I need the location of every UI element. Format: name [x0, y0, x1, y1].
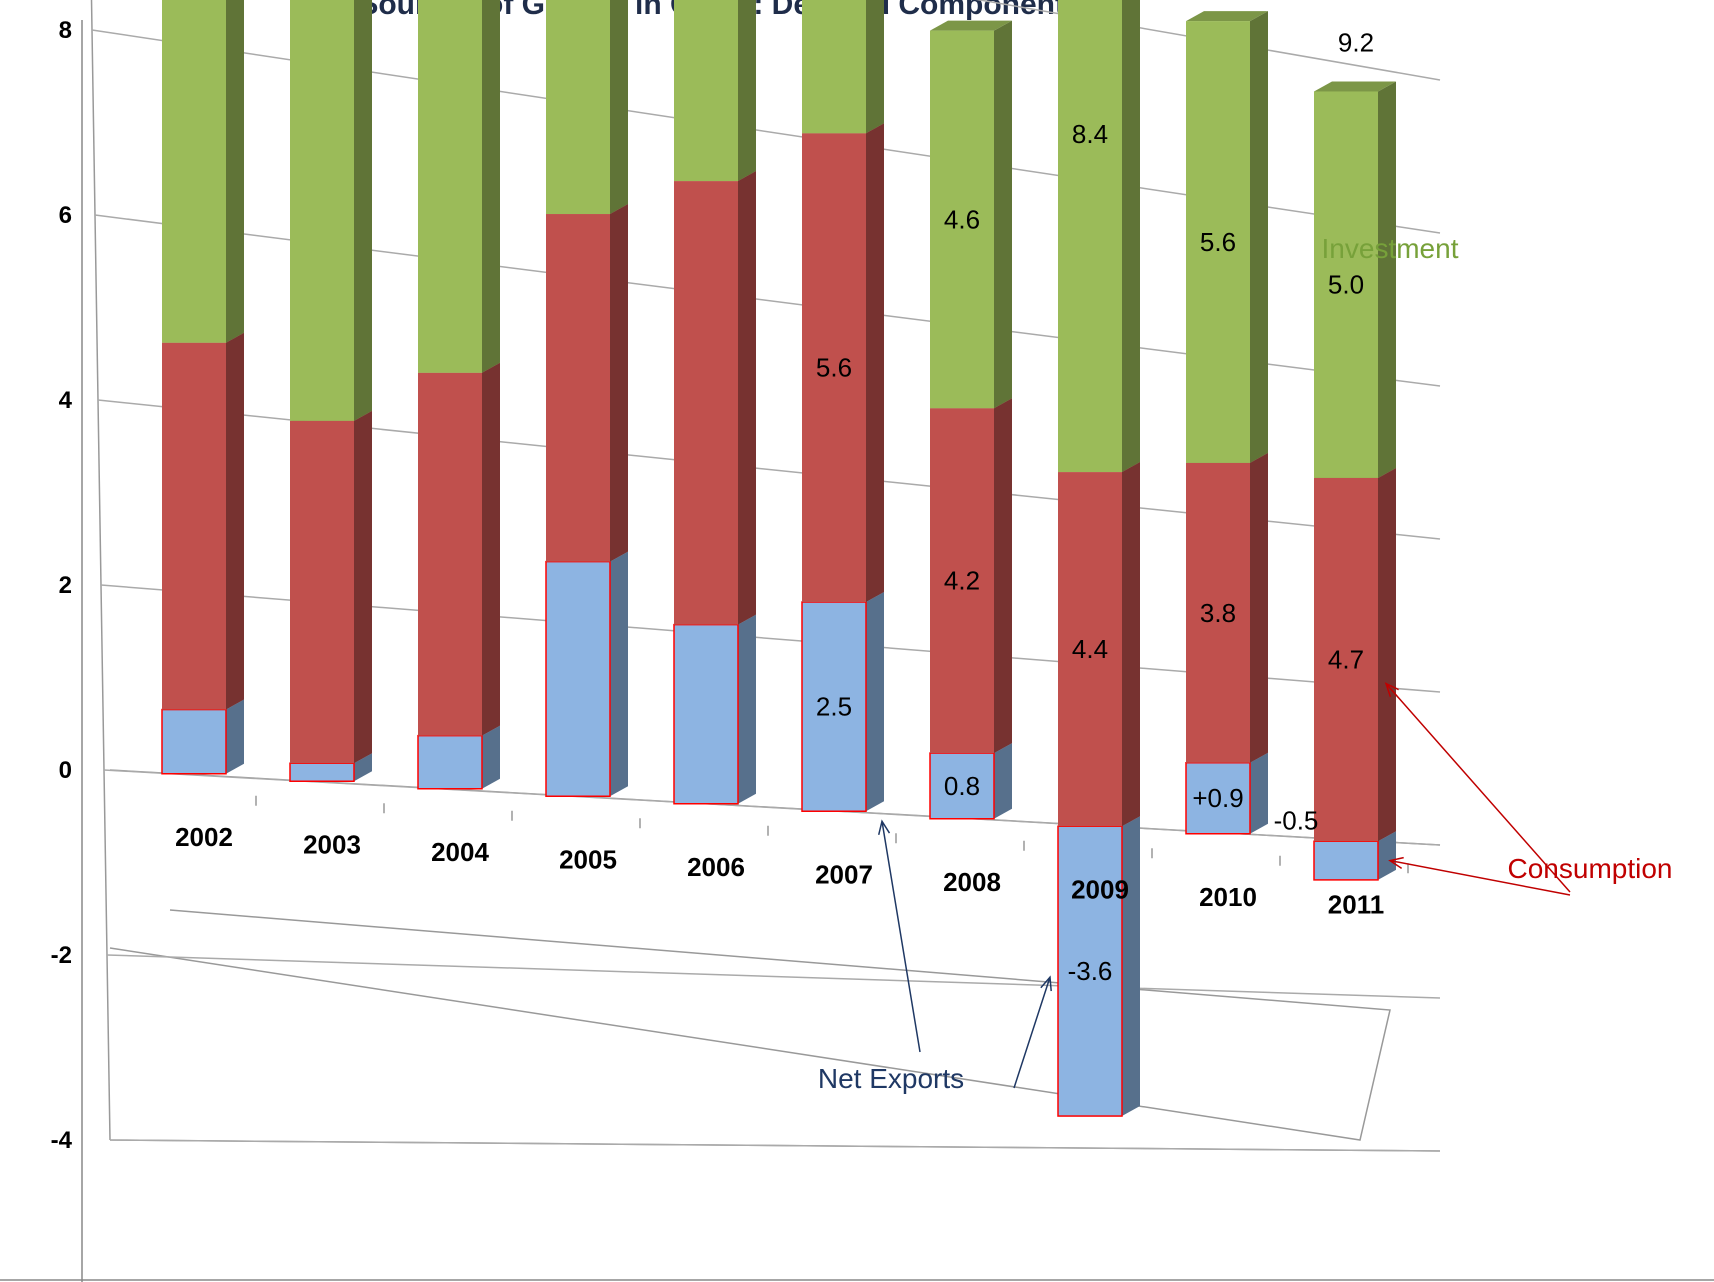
consumption-arrow	[1384, 682, 1571, 893]
net-exports-arrow	[1013, 975, 1052, 1089]
segment-label: 8.4	[1072, 119, 1108, 149]
bar-segment	[162, 0, 244, 343]
segment-label: +0.9	[1192, 783, 1243, 813]
total-label: 9.2	[1338, 27, 1374, 57]
bar-segment	[546, 0, 628, 215]
gridline	[106, 954, 1441, 999]
bars	[161, 0, 1396, 1117]
y-tick-label: 6	[59, 202, 72, 229]
y-tick-label: 4	[59, 387, 73, 414]
y-tick-label: -2	[51, 942, 72, 969]
bar-segment	[1186, 11, 1268, 463]
bar-segment	[546, 204, 628, 562]
bar-segment	[290, 0, 372, 421]
bar-segment	[802, 123, 884, 602]
segment-label: 5.0	[1328, 270, 1364, 300]
bar-segment	[1314, 467, 1396, 842]
x-tick-label: 2002	[175, 822, 233, 852]
annotations: Investment Consumption Net Exports	[818, 233, 1673, 1094]
segment-label: 0.8	[944, 771, 980, 801]
net-exports-annotation: Net Exports	[818, 1063, 964, 1094]
bar-segment	[673, 614, 756, 805]
x-tick-label: 2009	[1071, 874, 1129, 904]
consumption-annotation: Consumption	[1508, 853, 1673, 884]
x-tick-label: 2005	[559, 844, 617, 874]
x-tick-label: 2010	[1199, 882, 1257, 912]
bar-segment	[1057, 816, 1140, 1117]
bar-segment	[930, 20, 1012, 409]
y-axis-ticks: -4-20246810121416	[51, 17, 73, 1154]
segment-label: -0.5	[1274, 805, 1319, 835]
bar-segment	[802, 0, 884, 134]
bar-segment	[161, 699, 244, 775]
segment-label: 4.4	[1072, 634, 1108, 664]
bar-segment	[674, 171, 756, 625]
segment-label: 4.2	[944, 566, 980, 596]
x-tick-label: 2006	[687, 852, 745, 882]
bar-segment	[290, 410, 372, 764]
total-labels: 9.11010.111.312.714.29.69.210.39.2	[1338, 27, 1374, 57]
y-tick-label: 0	[59, 757, 72, 784]
segment-label: 3.8	[1200, 598, 1236, 628]
bar-segment	[674, 0, 756, 182]
x-tick-label: 2011	[1328, 889, 1384, 919]
x-tick-label: 2008	[943, 867, 1001, 897]
bar-segment	[929, 743, 1012, 820]
bar-segment	[418, 362, 500, 736]
investment-annotation: Investment	[1322, 233, 1459, 264]
segment-label: 5.6	[1200, 227, 1236, 257]
y-tick-label: 2	[59, 572, 72, 599]
bar-segment	[418, 0, 500, 373]
segment-labels: 2.55.66.10.84.24.6-3.64.48.4+0.93.85.6-0…	[816, 119, 1364, 986]
segment-label: 4.7	[1328, 645, 1364, 675]
bar-segment	[162, 332, 244, 710]
x-axis-ticks: 2002 2003 2004 2005 2006 2007 2008 2009 2010 2011	[175, 795, 1409, 919]
x-tick-label: 2004	[431, 837, 489, 867]
y-tick-label: 8	[59, 17, 72, 44]
gridline	[109, 1139, 1441, 1152]
x-tick-label: 2003	[303, 829, 361, 859]
segment-label: 2.5	[816, 692, 852, 722]
bar-segment	[545, 551, 628, 797]
segment-label: 5.6	[816, 353, 852, 383]
net-exports-arrow	[877, 819, 921, 1053]
x-tick-label: 2007	[815, 859, 873, 889]
bar-segment	[1314, 81, 1396, 478]
segment-label: 4.6	[944, 204, 980, 234]
segment-label: -3.6	[1068, 956, 1113, 986]
bar-segment	[1058, 0, 1140, 473]
consumption-arrow	[1388, 856, 1571, 896]
y-tick-label: -4	[51, 1127, 73, 1154]
